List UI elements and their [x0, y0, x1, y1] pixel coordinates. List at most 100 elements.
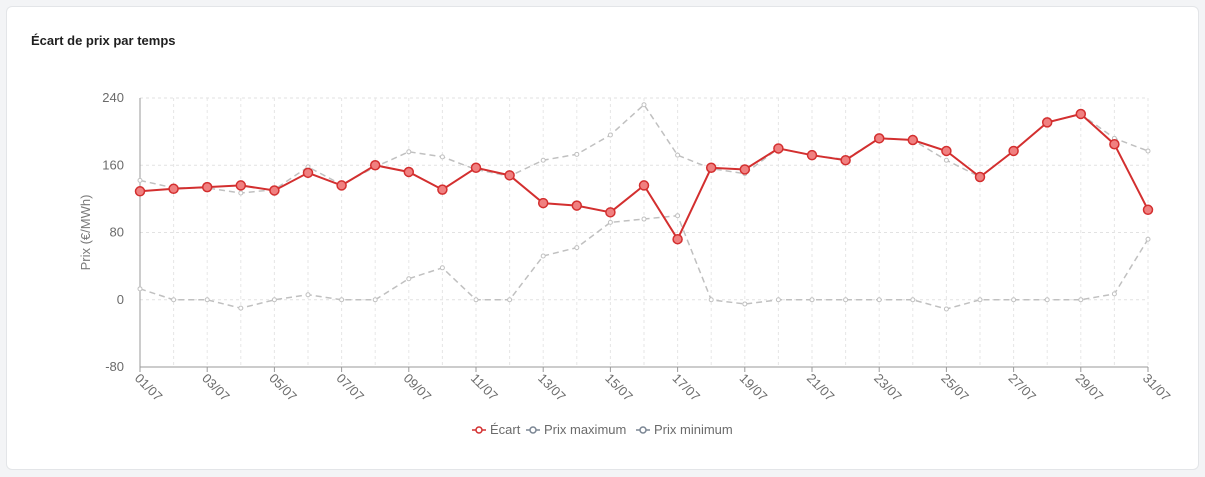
chart-card: Écart de prix par temps	[6, 6, 1199, 470]
x-tick-label: 31/07	[1140, 371, 1174, 405]
data-point[interactable]	[705, 162, 717, 174]
data-point[interactable]	[1008, 145, 1019, 157]
data-point[interactable]	[943, 306, 949, 312]
data-point[interactable]	[507, 297, 513, 303]
x-tick-label: 29/07	[1073, 371, 1107, 405]
data-point[interactable]	[672, 233, 683, 245]
data-point[interactable]	[907, 134, 919, 146]
data-point[interactable]	[439, 265, 445, 271]
data-point[interactable]	[168, 183, 179, 195]
data-point[interactable]	[540, 157, 546, 163]
data-point[interactable]	[638, 180, 650, 191]
data-point[interactable]	[305, 292, 311, 298]
data-point[interactable]	[1044, 297, 1050, 303]
data-point[interactable]	[605, 207, 616, 218]
x-tick-label: 13/07	[535, 371, 569, 405]
y-axis: 240 160 80 0 -80 Prix (€/MWh)	[78, 90, 141, 374]
data-point[interactable]	[336, 180, 347, 191]
legend-label: Écart	[490, 422, 521, 437]
data-point[interactable]	[607, 219, 613, 225]
data-point[interactable]	[708, 297, 714, 303]
data-point[interactable]	[406, 149, 412, 155]
y-tick-label: 240	[102, 90, 124, 105]
legend-item[interactable]: Prix minimum	[636, 422, 733, 437]
data-point[interactable]	[641, 216, 647, 222]
data-point[interactable]	[271, 297, 277, 303]
data-point[interactable]	[439, 154, 445, 160]
data-point[interactable]	[369, 160, 381, 171]
data-point[interactable]	[473, 297, 479, 303]
data-point[interactable]	[806, 149, 818, 161]
data-point[interactable]	[1011, 297, 1017, 303]
y-tick-label: -80	[105, 359, 124, 374]
data-point[interactable]	[574, 245, 580, 251]
data-point[interactable]	[134, 186, 146, 197]
data-point[interactable]	[339, 297, 345, 303]
data-point[interactable]	[1109, 138, 1120, 150]
data-point[interactable]	[238, 190, 244, 196]
data-point[interactable]	[137, 286, 143, 292]
legend-item[interactable]: Prix maximum	[526, 422, 626, 437]
data-point[interactable]	[974, 171, 986, 183]
data-point[interactable]	[302, 167, 314, 179]
grid	[139, 97, 1149, 368]
data-point[interactable]	[537, 197, 549, 209]
y-tick-label: 160	[102, 157, 124, 172]
data-point[interactable]	[840, 154, 851, 166]
data-point[interactable]	[675, 213, 681, 219]
data-point[interactable]	[809, 297, 815, 303]
y-tick-label: 80	[110, 225, 124, 240]
data-point[interactable]	[204, 297, 210, 303]
data-point[interactable]	[775, 297, 781, 303]
data-point[interactable]	[641, 102, 647, 108]
data-point[interactable]	[1041, 117, 1053, 128]
data-point[interactable]	[437, 184, 448, 195]
data-point[interactable]	[137, 177, 143, 183]
data-point[interactable]	[1078, 297, 1084, 303]
y-tick-label: 0	[117, 292, 124, 307]
x-tick-label: 03/07	[199, 371, 233, 405]
data-point[interactable]	[540, 253, 546, 259]
data-point[interactable]	[1075, 108, 1087, 120]
data-point[interactable]	[773, 143, 784, 154]
data-point[interactable]	[943, 157, 949, 163]
x-tick-label: 11/07	[468, 371, 501, 404]
data-point[interactable]	[571, 200, 583, 211]
data-point[interactable]	[201, 181, 213, 193]
data-point[interactable]	[876, 297, 882, 303]
data-point[interactable]	[843, 297, 849, 303]
data-point[interactable]	[873, 133, 885, 144]
data-point[interactable]	[977, 297, 983, 303]
data-point[interactable]	[742, 301, 748, 307]
data-point[interactable]	[372, 297, 378, 303]
data-point[interactable]	[574, 151, 580, 157]
data-point[interactable]	[504, 170, 515, 181]
data-point[interactable]	[1145, 148, 1151, 154]
legend-swatch-marker	[475, 426, 483, 434]
data-point[interactable]	[406, 276, 412, 282]
data-point[interactable]	[1145, 236, 1151, 242]
x-tick-label: 23/07	[871, 371, 905, 405]
data-point[interactable]	[171, 297, 177, 303]
data-point[interactable]	[269, 185, 280, 196]
data-point[interactable]	[675, 152, 681, 158]
data-point[interactable]	[235, 180, 247, 191]
data-point[interactable]	[1142, 204, 1154, 216]
x-tick-label: 07/07	[333, 371, 367, 405]
x-tick-label: 27/07	[1005, 371, 1039, 405]
data-point[interactable]	[739, 164, 751, 175]
data-point[interactable]	[941, 145, 952, 157]
x-tick-label: 09/07	[401, 371, 435, 405]
data-point[interactable]	[910, 297, 916, 303]
x-tick-label: 17/07	[669, 371, 703, 405]
series-layer	[134, 102, 1154, 312]
data-point[interactable]	[470, 162, 482, 174]
data-point[interactable]	[238, 305, 244, 311]
data-point[interactable]	[607, 132, 613, 138]
data-point[interactable]	[403, 166, 415, 178]
legend[interactable]: Écart Prix maximum Prix minimum	[472, 422, 733, 437]
legend-item[interactable]: Écart	[472, 422, 521, 437]
data-point[interactable]	[1111, 291, 1117, 297]
x-axis: 01/07 03/07 05/07 07/07 09/07 11/07 13/07 15/07…	[132, 366, 1174, 405]
